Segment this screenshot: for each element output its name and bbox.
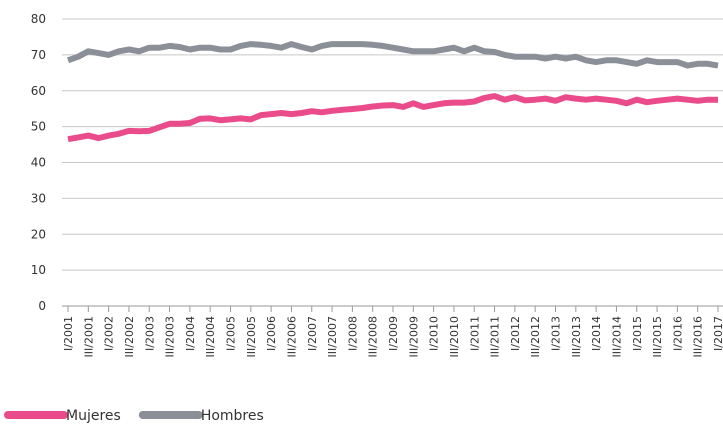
x-tick-label: I/2010 (428, 316, 441, 351)
series-line (67, 93, 718, 143)
x-tick-label: I/2015 (631, 316, 644, 351)
x-tick-label: III/2016 (692, 316, 705, 357)
x-tick-label: I/2008 (346, 316, 359, 351)
x-tick-label: I/2003 (143, 316, 156, 351)
x-tick-label: III/2011 (489, 316, 502, 357)
y-tick-label: 30 (31, 191, 46, 205)
y-tick-label: 10 (31, 263, 46, 277)
x-tick-label: III/2009 (407, 316, 420, 357)
x-tick-label: III/2015 (651, 316, 664, 357)
legend-label: Hombres (201, 408, 264, 424)
x-tick-label: III/2013 (570, 316, 583, 357)
x-tick-label: III/2007 (326, 316, 339, 357)
x-tick-label: I/2001 (62, 316, 75, 351)
x-tick-label: III/2001 (82, 316, 95, 357)
x-tick-label: I/2006 (265, 316, 278, 351)
x-tick-label: I/2014 (590, 316, 603, 351)
x-tick-label: III/2005 (245, 316, 258, 357)
y-tick-label: 80 (31, 12, 46, 26)
x-tick-label: III/2014 (610, 316, 623, 357)
x-tick-label: I/2013 (550, 316, 563, 351)
x-tick-label: I/2009 (387, 316, 400, 351)
x-tick-label: I/2007 (306, 316, 319, 351)
x-tick-label: III/2004 (204, 316, 217, 357)
y-tick-label: 0 (38, 299, 46, 313)
x-tick-label: I/2017 (712, 316, 723, 351)
x-tick-label: I/2011 (468, 316, 481, 351)
x-tick-label: III/2002 (123, 316, 136, 357)
legend-label: Mujeres (66, 408, 121, 424)
x-tick-label: III/2006 (285, 316, 298, 357)
x-tick-label: III/2008 (367, 316, 380, 357)
y-tick-label: 20 (31, 227, 46, 241)
y-tick-label: 40 (31, 156, 46, 170)
y-tick-label: 70 (31, 48, 46, 62)
x-tick-label: III/2010 (448, 316, 461, 357)
y-tick-label: 50 (31, 120, 46, 134)
x-tick-label: III/2012 (529, 316, 542, 357)
series-line (67, 41, 719, 69)
x-tick-label: I/2012 (509, 316, 522, 351)
x-tick-label: I/2004 (184, 316, 197, 351)
x-tick-label: III/2003 (164, 316, 177, 357)
x-tick-label: I/2005 (225, 316, 238, 351)
y-tick-label: 60 (31, 84, 46, 98)
x-tick-label: I/2016 (671, 316, 684, 351)
x-tick-label: I/2002 (103, 316, 116, 351)
